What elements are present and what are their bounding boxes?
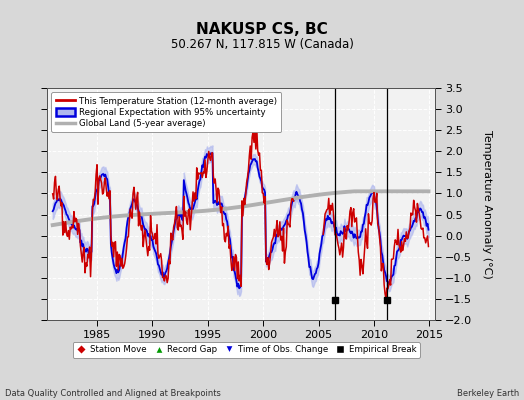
Y-axis label: Temperature Anomaly (°C): Temperature Anomaly (°C) xyxy=(482,130,492,278)
Text: Berkeley Earth: Berkeley Earth xyxy=(456,389,519,398)
Text: 50.267 N, 117.815 W (Canada): 50.267 N, 117.815 W (Canada) xyxy=(171,38,353,51)
Legend: Station Move, Record Gap, Time of Obs. Change, Empirical Break: Station Move, Record Gap, Time of Obs. C… xyxy=(73,342,420,358)
Legend: This Temperature Station (12-month average), Regional Expectation with 95% uncer: This Temperature Station (12-month avera… xyxy=(51,92,281,132)
Text: NAKUSP CS, BC: NAKUSP CS, BC xyxy=(196,22,328,37)
Text: Data Quality Controlled and Aligned at Breakpoints: Data Quality Controlled and Aligned at B… xyxy=(5,389,221,398)
